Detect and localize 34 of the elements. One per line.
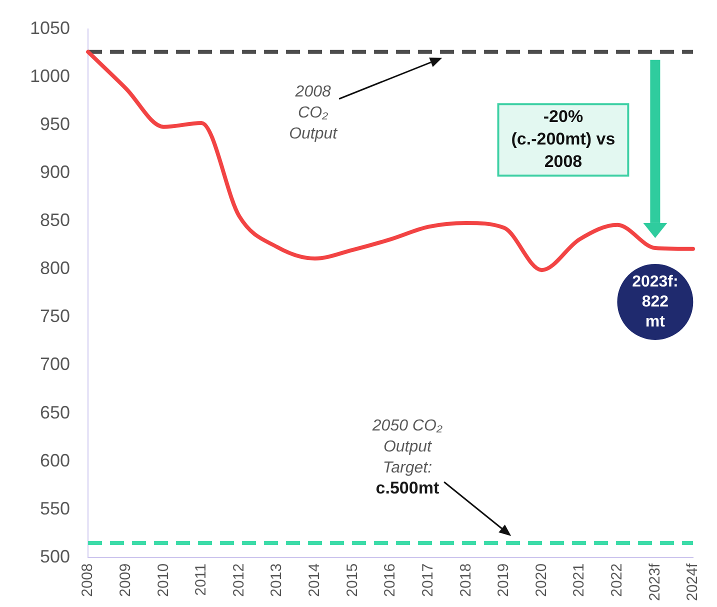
y-tick-label: 900 xyxy=(40,162,70,182)
x-tick-label: 2016 xyxy=(382,563,399,597)
x-tick-label: 2024f xyxy=(684,562,702,602)
x-tick-label: 2009 xyxy=(116,563,134,597)
y-tick-label: 950 xyxy=(40,114,70,134)
line-series xyxy=(86,50,695,272)
x-tick-label: 2021 xyxy=(570,563,588,597)
y-tick-label: 500 xyxy=(40,546,70,566)
y-tick-label: 550 xyxy=(40,498,70,518)
y-tick-label: 750 xyxy=(40,306,70,326)
y-tick-label: 1050 xyxy=(30,18,70,38)
x-tick-label: 2014 xyxy=(306,563,324,597)
ref-line-label: 2008 CO₂ Output xyxy=(289,83,338,142)
y-tick-label: 1000 xyxy=(30,66,70,86)
y-tick-label: 800 xyxy=(40,258,70,278)
annotation: 2023f: 822 mt xyxy=(632,273,678,330)
x-tick-label: 2022 xyxy=(608,563,626,597)
x-tick-label: 2010 xyxy=(154,563,172,597)
y-tick-label: 850 xyxy=(40,210,70,230)
x-tick-label: 2023f xyxy=(646,562,664,602)
y-tick-label: 650 xyxy=(40,402,70,422)
x-tick-label: 2011 xyxy=(192,563,210,596)
annotation: -20% (c.-200mt) vs 2008 xyxy=(511,107,616,172)
x-tick-label: 2012 xyxy=(230,563,248,597)
x-tick-label: 2018 xyxy=(457,563,474,597)
y-tick-label: 600 xyxy=(40,450,70,470)
x-tick-label: 2015 xyxy=(344,563,361,597)
x-tick-label: 2017 xyxy=(419,563,436,597)
x-tick-label: 2020 xyxy=(532,563,550,597)
x-tick-label: 2019 xyxy=(495,563,512,597)
y-tick-label: 700 xyxy=(40,354,70,374)
x-tick-label: 2013 xyxy=(268,563,286,597)
ref-line-label: 2050 CO₂ Output Target: c.500mt xyxy=(371,418,443,498)
x-tick-label: 2008 xyxy=(79,563,96,597)
